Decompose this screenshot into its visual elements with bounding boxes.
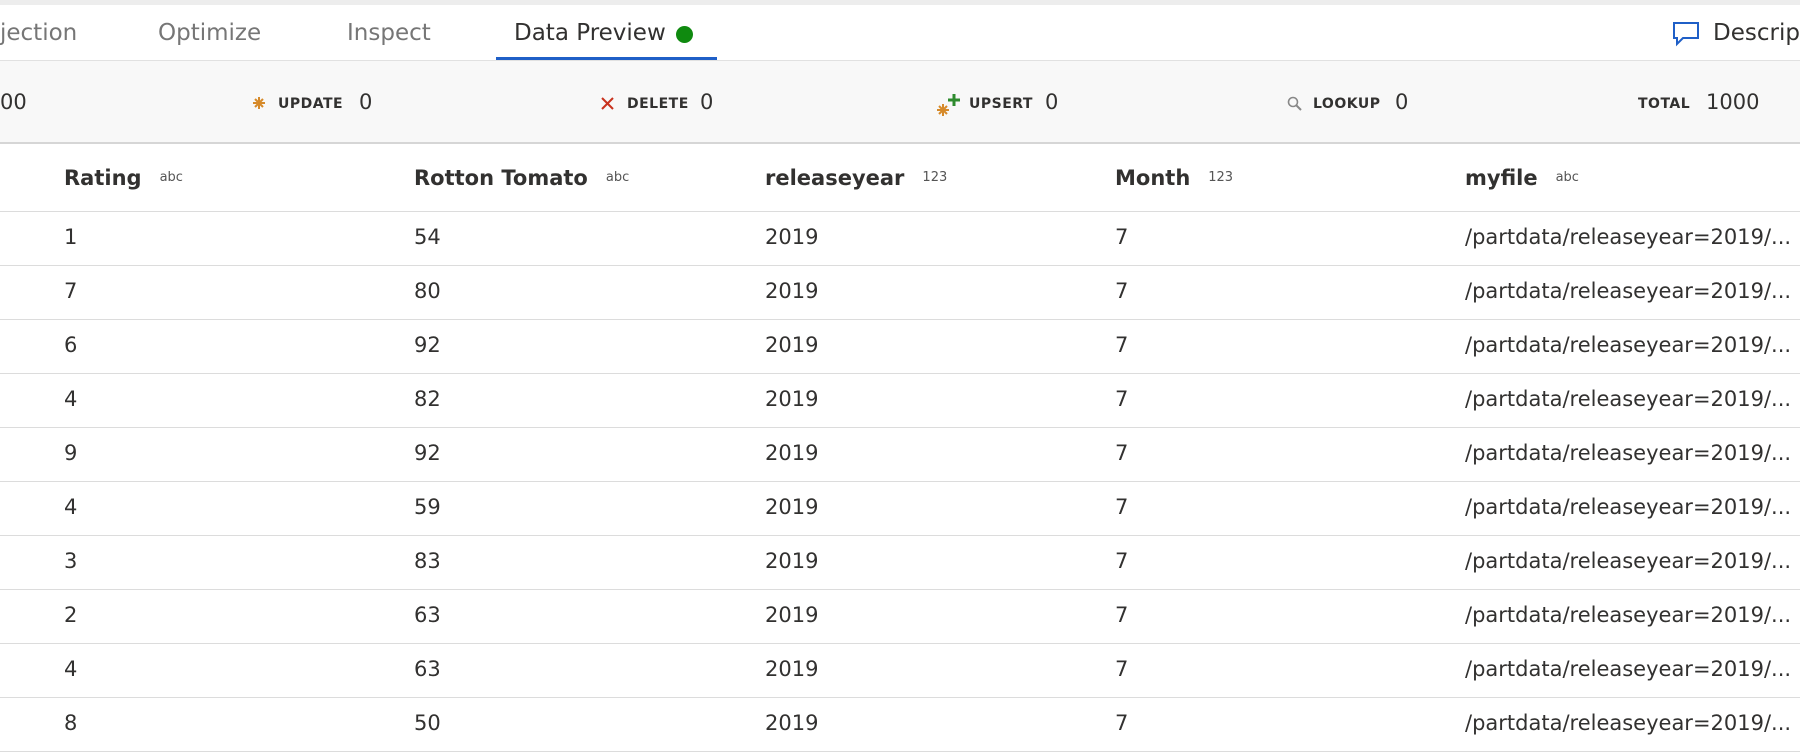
table-cell: 7 bbox=[1115, 711, 1129, 735]
upsert-icon bbox=[937, 94, 960, 116]
table-cell: 80 bbox=[414, 279, 441, 303]
column-header: Month bbox=[1115, 166, 1191, 190]
row-divider bbox=[0, 427, 1800, 428]
column-header: Rotton Tomato bbox=[414, 166, 588, 190]
row-divider bbox=[0, 373, 1800, 374]
row-divider bbox=[0, 697, 1800, 698]
column-type: 123 bbox=[1208, 170, 1234, 185]
column-header: releaseyear bbox=[765, 166, 905, 190]
tab[interactable]: Inspect bbox=[347, 20, 431, 46]
table-cell: 63 bbox=[414, 603, 441, 627]
lookup-icon bbox=[1287, 96, 1302, 111]
tab-bar bbox=[0, 5, 1800, 61]
table-cell: 7 bbox=[1115, 333, 1129, 357]
description-button[interactable]: Descripti bbox=[1713, 20, 1800, 46]
row-divider bbox=[0, 589, 1800, 590]
table-cell: 4 bbox=[64, 495, 78, 519]
table-cell: 7 bbox=[64, 279, 78, 303]
table-cell: 2019 bbox=[765, 279, 819, 303]
table-cell: 7 bbox=[1115, 387, 1129, 411]
table-cell: /partdata/releaseyear=2019/... bbox=[1465, 333, 1792, 357]
stat-value: 0 bbox=[359, 90, 373, 114]
table-cell: 2019 bbox=[765, 387, 819, 411]
column-header: myfile bbox=[1465, 166, 1538, 190]
delete-icon bbox=[601, 97, 614, 110]
table-cell: 63 bbox=[414, 657, 441, 681]
stat-value: 1000 bbox=[1706, 90, 1760, 114]
table-cell: 7 bbox=[1115, 279, 1129, 303]
table-cell: /partdata/releaseyear=2019/... bbox=[1465, 441, 1792, 465]
table-cell: 2019 bbox=[765, 225, 819, 249]
stat-label: TOTAL bbox=[1638, 96, 1691, 112]
column-type: 123 bbox=[922, 170, 948, 185]
table-cell: 92 bbox=[414, 441, 441, 465]
table-cell: 82 bbox=[414, 387, 441, 411]
table-cell: /partdata/releaseyear=2019/... bbox=[1465, 495, 1792, 519]
table-cell: 2 bbox=[64, 603, 78, 627]
tab[interactable]: jection bbox=[0, 20, 78, 46]
column-header: Rating bbox=[64, 166, 142, 190]
table-cell: /partdata/releaseyear=2019/... bbox=[1465, 279, 1792, 303]
table-cell: /partdata/releaseyear=2019/... bbox=[1465, 711, 1792, 735]
table-cell: 4 bbox=[64, 657, 78, 681]
stat-value: 0 bbox=[1395, 90, 1409, 114]
table-cell: /partdata/releaseyear=2019/... bbox=[1465, 603, 1792, 627]
stat-value: 0 bbox=[1045, 90, 1059, 114]
table-cell: 7 bbox=[1115, 495, 1129, 519]
stat-value: 0 bbox=[700, 90, 714, 114]
table-cell: 3 bbox=[64, 549, 78, 573]
table-cell: 7 bbox=[1115, 549, 1129, 573]
table-cell: /partdata/releaseyear=2019/... bbox=[1465, 549, 1792, 573]
table-cell: 9 bbox=[64, 441, 78, 465]
table-cell: 50 bbox=[414, 711, 441, 735]
stat-value: 00 bbox=[0, 90, 27, 114]
table-cell: 6 bbox=[64, 333, 78, 357]
table-cell: /partdata/releaseyear=2019/... bbox=[1465, 387, 1792, 411]
table-cell: 8 bbox=[64, 711, 78, 735]
table-cell: 4 bbox=[64, 387, 78, 411]
stats-bar bbox=[0, 61, 1800, 144]
table-cell: 1 bbox=[64, 225, 78, 249]
row-divider bbox=[0, 535, 1800, 536]
table-cell: 54 bbox=[414, 225, 441, 249]
row-divider bbox=[0, 481, 1800, 482]
table-cell: 2019 bbox=[765, 657, 819, 681]
table-cell: 59 bbox=[414, 495, 441, 519]
column-type: abc bbox=[605, 170, 630, 185]
table-cell: 2019 bbox=[765, 495, 819, 519]
tab[interactable]: Data Preview bbox=[514, 20, 666, 46]
row-divider bbox=[0, 265, 1800, 266]
stat-label: UPDATE bbox=[278, 96, 344, 112]
stat-label: LOOKUP bbox=[1313, 96, 1381, 112]
table-cell: 2019 bbox=[765, 549, 819, 573]
table-cell: /partdata/releaseyear=2019/... bbox=[1465, 657, 1792, 681]
header-divider bbox=[0, 211, 1800, 212]
status-dot bbox=[676, 26, 693, 43]
table-cell: 2019 bbox=[765, 603, 819, 627]
column-type: abc bbox=[1555, 170, 1579, 185]
update-icon bbox=[253, 97, 265, 109]
row-divider bbox=[0, 319, 1800, 320]
description-icon[interactable] bbox=[1672, 21, 1700, 47]
column-type: abc bbox=[159, 170, 183, 185]
table-cell: 2019 bbox=[765, 711, 819, 735]
table-cell: /partdata/releaseyear=2019/... bbox=[1465, 225, 1792, 249]
table-cell: 7 bbox=[1115, 441, 1129, 465]
stat-label: DELETE bbox=[627, 96, 689, 112]
table-cell: 83 bbox=[414, 549, 441, 573]
tab-underline bbox=[496, 57, 717, 60]
tab[interactable]: Optimize bbox=[158, 20, 262, 46]
stat-label: UPSERT bbox=[969, 96, 1033, 112]
table-cell: 7 bbox=[1115, 225, 1129, 249]
top-strip bbox=[0, 0, 1800, 5]
table-cell: 7 bbox=[1115, 603, 1129, 627]
table-cell: 2019 bbox=[765, 333, 819, 357]
row-divider bbox=[0, 643, 1800, 644]
table-cell: 2019 bbox=[765, 441, 819, 465]
table-cell: 7 bbox=[1115, 657, 1129, 681]
table-cell: 92 bbox=[414, 333, 441, 357]
